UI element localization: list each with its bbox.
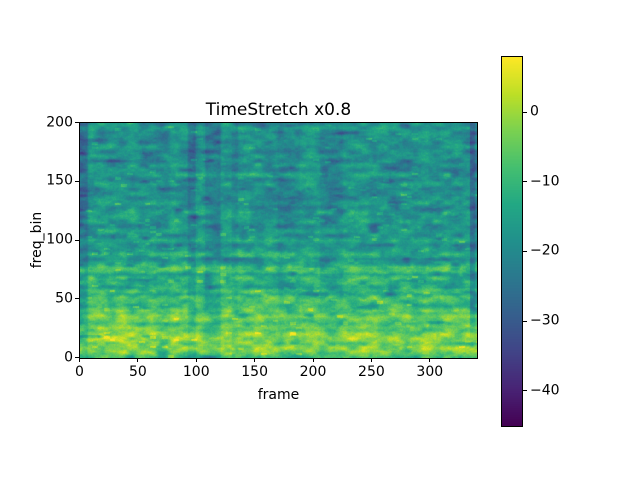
- spectrogram-heatmap: [80, 123, 477, 358]
- y-tick-label: 50: [55, 290, 73, 307]
- x-tick-mark: [195, 358, 197, 362]
- y-tick-mark: [75, 298, 79, 300]
- colorbar-tick-label: −20: [530, 242, 560, 259]
- x-tick-mark: [79, 358, 80, 362]
- x-tick-label: 0: [75, 363, 84, 380]
- x-tick-label: 50: [128, 363, 147, 380]
- colorbar-tick-label: 0: [530, 103, 539, 120]
- x-tick-label: 150: [241, 363, 269, 380]
- y-tick-label: 100: [46, 231, 73, 248]
- x-tick-mark: [429, 358, 431, 362]
- colorbar-tick-mark: [522, 181, 527, 183]
- x-tick-mark: [137, 358, 139, 362]
- x-tick-mark: [254, 358, 256, 362]
- colorbar-tick-mark: [522, 320, 527, 322]
- colorbar-tick-mark: [522, 390, 527, 392]
- colorbar-tick-mark: [522, 111, 527, 113]
- y-tick-label: 150: [46, 172, 73, 189]
- x-tick-mark: [370, 358, 372, 362]
- colorbar-tick-label: −40: [530, 382, 560, 399]
- x-tick-label: 300: [416, 363, 444, 380]
- colorbar-gradient: [502, 57, 522, 426]
- x-tick-label: 200: [299, 363, 327, 380]
- y-tick-mark: [75, 180, 79, 182]
- x-tick-label: 100: [182, 363, 210, 380]
- y-tick-mark: [75, 122, 79, 123]
- spectrogram-axes: [79, 122, 478, 359]
- x-axis-label: frame: [257, 387, 300, 403]
- y-tick-mark: [75, 239, 79, 241]
- y-tick-label: 0: [64, 349, 73, 365]
- colorbar-tick-label: −30: [530, 312, 560, 329]
- plot-title: TimeStretch x0.8: [205, 100, 352, 120]
- x-tick-label: 250: [358, 363, 385, 380]
- colorbar: [501, 56, 523, 427]
- colorbar-tick-mark: [522, 250, 527, 252]
- x-tick-mark: [312, 358, 314, 362]
- colorbar-tick-label: −10: [530, 173, 560, 190]
- y-tick-label: 200: [46, 114, 73, 130]
- y-tick-mark: [75, 357, 79, 358]
